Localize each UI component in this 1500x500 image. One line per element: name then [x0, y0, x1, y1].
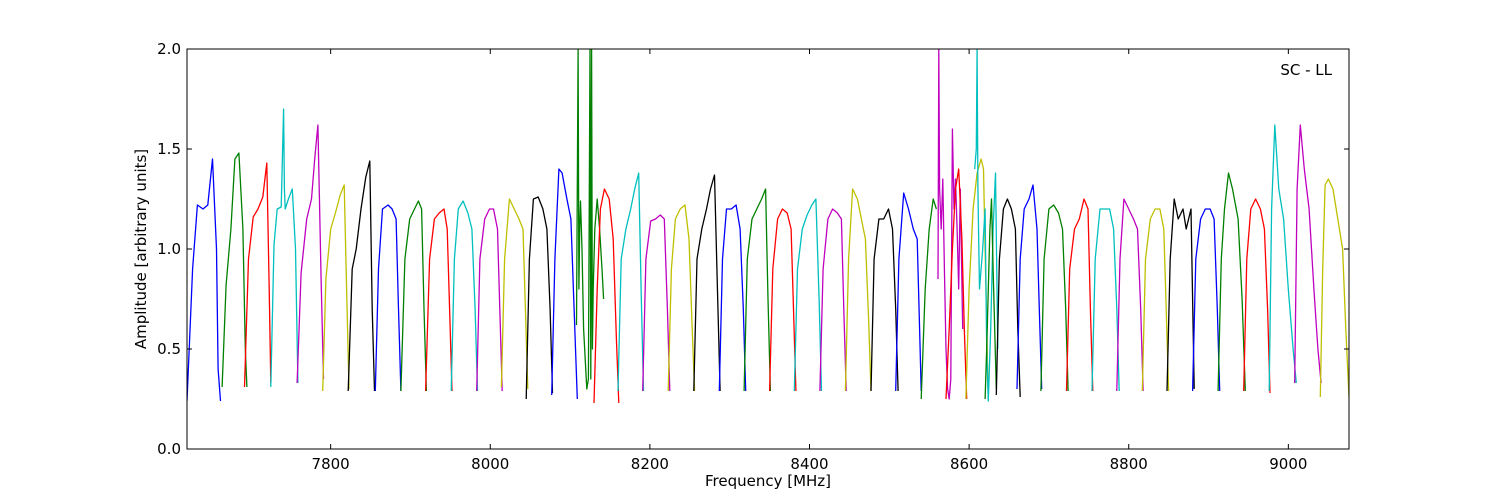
- x-tick-label: 8200: [631, 455, 669, 473]
- series-line-2: [221, 152, 248, 388]
- y-axis-label: Amplitude [arbitrary units]: [132, 149, 150, 349]
- series-line-15: [551, 168, 578, 400]
- series-line-13: [500, 198, 529, 390]
- y-tick-label: 0.0: [157, 440, 181, 458]
- series-line-27: [844, 188, 872, 392]
- series-line-1: [187, 158, 222, 402]
- series-line-5: [296, 124, 325, 384]
- series-line-16: [575, 49, 605, 390]
- series-line-3: [243, 162, 272, 388]
- series-line-18: [617, 172, 645, 392]
- series-line-24: [768, 208, 797, 392]
- series-line-32: [945, 168, 968, 400]
- series-line-22: [718, 204, 747, 392]
- x-tick-label: 8000: [471, 455, 509, 473]
- plot-frame: [186, 48, 1350, 450]
- series-line-35: [984, 198, 997, 400]
- series-line-9: [400, 200, 428, 392]
- series-line-4: [270, 108, 299, 388]
- y-tick-label: 2.0: [157, 40, 181, 58]
- series-line-26: [819, 208, 847, 392]
- series-line-21: [693, 174, 721, 392]
- series-line-37: [1016, 184, 1043, 390]
- y-tick-label: 1.5: [157, 140, 181, 158]
- y-tick-label: 1.0: [157, 240, 181, 258]
- series-line-6: [322, 184, 350, 392]
- series-line-33: [965, 158, 989, 400]
- series-line-39: [1065, 198, 1094, 392]
- series-line-8: [374, 204, 402, 392]
- series-line-11: [450, 200, 479, 392]
- series-line-38: [1040, 204, 1069, 392]
- x-tick-label: 8600: [950, 455, 988, 473]
- series-line-25: [793, 198, 823, 392]
- series-line-14: [525, 196, 554, 400]
- series-line-48: [1294, 124, 1322, 384]
- series-line-31: [937, 49, 964, 400]
- series-line-17: [593, 188, 620, 404]
- series-line-49: [1319, 178, 1349, 398]
- series-line-23: [743, 188, 772, 392]
- series-line-12: [476, 208, 503, 392]
- y-tick-label: 0.5: [157, 340, 181, 358]
- series-line-46: [1243, 198, 1271, 394]
- series-line-34: [974, 49, 999, 402]
- series-line-28: [870, 208, 899, 392]
- series-line-45: [1217, 172, 1246, 392]
- x-tick-label: 8400: [790, 455, 828, 473]
- series-line-40: [1091, 208, 1120, 392]
- x-tick-label: 7800: [312, 455, 350, 473]
- ticks-layer: 7800 8000 8200 8400 8600 8800 9000 0.0 0.5 1.0 1.5…: [157, 40, 1349, 473]
- series-line-10: [424, 208, 453, 392]
- x-axis-label: Frequency [MHz]: [705, 472, 831, 490]
- panel-annotation: SC - LL: [1280, 61, 1332, 79]
- series-line-47: [1268, 124, 1297, 392]
- series-line-42: [1141, 208, 1170, 392]
- series-line-43: [1166, 198, 1195, 392]
- x-tick-label: 8800: [1110, 455, 1148, 473]
- series-line-29: [895, 192, 922, 392]
- series-line-44: [1191, 208, 1221, 392]
- series-layer: [187, 49, 1349, 404]
- series-line-20: [667, 204, 696, 392]
- series-line-19: [642, 214, 671, 392]
- series-line-36: [995, 198, 1021, 398]
- series-line-41: [1116, 198, 1144, 392]
- x-tick-label: 9000: [1269, 455, 1307, 473]
- series-line-7: [347, 160, 376, 392]
- series-line-30: [920, 198, 938, 400]
